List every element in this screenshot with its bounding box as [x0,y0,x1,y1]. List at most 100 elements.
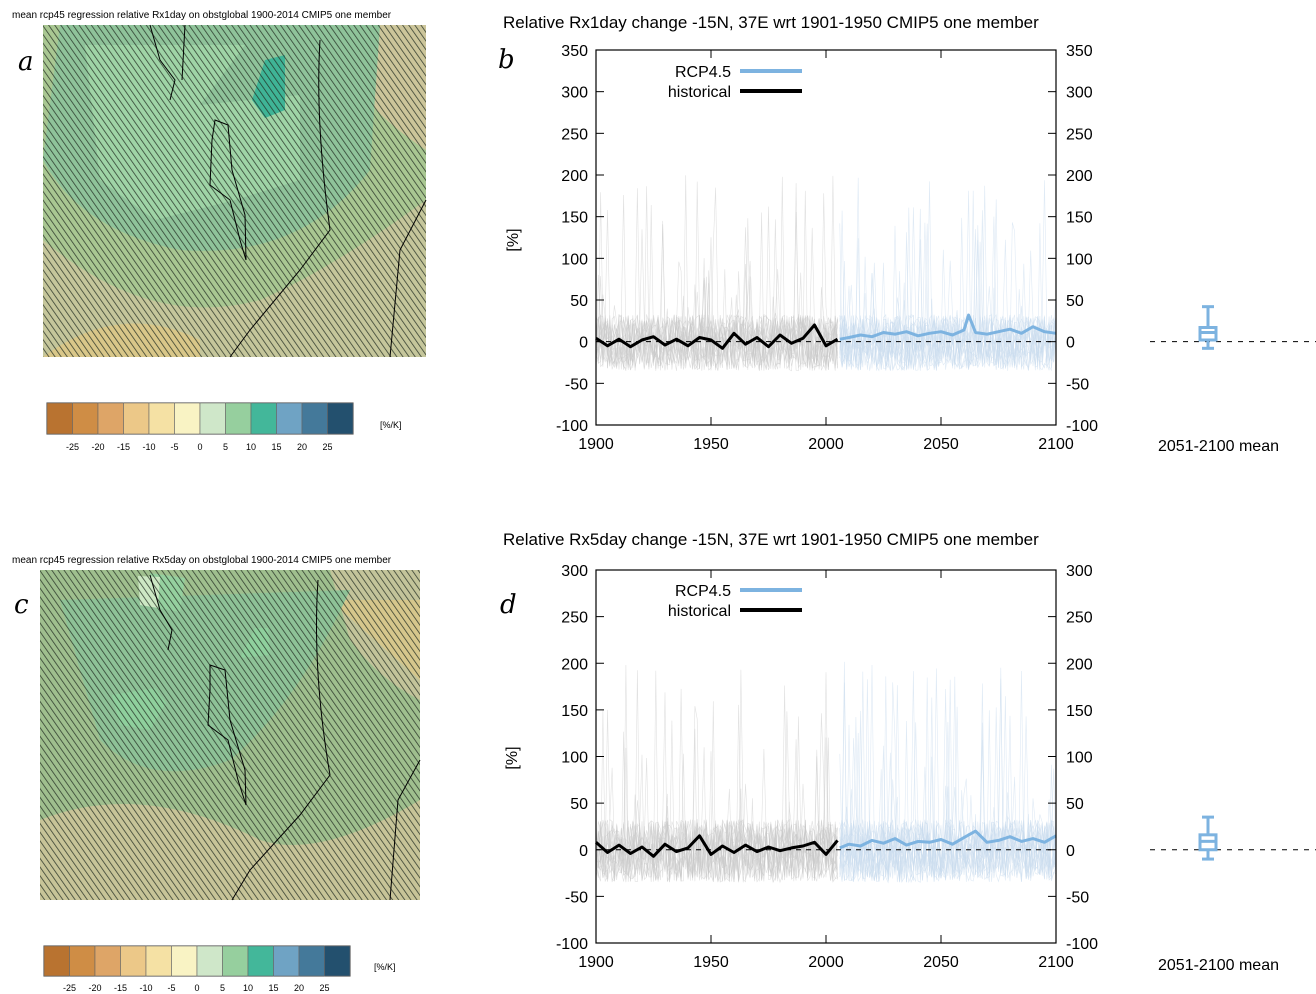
y-tick-label: 0 [579,335,588,352]
colorbar-swatch [148,402,175,435]
y-tick-label: 0 [579,843,588,860]
colorbar-tick-label: 20 [294,983,304,993]
colorbar-c: -25 -20 -15 -10 -5 0 5 10 15 20 25 [%/K] [43,945,396,993]
y-tick-label: -50 [565,889,588,906]
ensemble-member-historical [595,669,838,883]
ensemble-member-historical [595,186,838,372]
colorbar-tick-label: -15 [117,442,130,452]
x-tick-label: 2100 [1038,436,1074,453]
legend: RCP4.5 historical [668,583,802,620]
y-tick-label: 100 [561,750,588,767]
colorbar-swatch [199,402,226,435]
y-tick-label-right: 100 [1066,750,1093,767]
y-tick-label: 150 [561,703,588,720]
legend-label: RCP4.5 [675,64,731,81]
y-tick-label: 200 [561,656,588,673]
colorbar-tick-label: -25 [66,442,79,452]
colorbar-swatch [69,945,96,977]
y-tick-label: 250 [561,610,588,627]
y-tick-label-right: 50 [1066,796,1084,813]
y-tick-label-right: 200 [1066,168,1093,185]
colorbar-a-swatches [46,402,354,435]
y-tick-label-right: 0 [1066,843,1075,860]
colorbar-a: -25 -20 -15 -10 -5 0 5 10 15 20 25 [%/K] [46,402,402,452]
colorbar-tick-label: -5 [170,442,178,452]
colorbar-tick-label: 10 [246,442,256,452]
chart-b-title: Relative Rx1day change -15N, 37E wrt 190… [503,13,1039,32]
map-panel-a: mean rcp45 regression relative Rx1day on… [12,10,427,452]
colorbar-a-ticks: -25 -20 -15 -10 -5 0 5 10 15 20 25 [66,442,333,452]
colorbar-swatch [123,402,150,435]
ensemble-member-rcp45 [839,222,1057,371]
colorbar-tick-label: -20 [91,442,104,452]
chart-d-ylabel: [%] [504,746,521,769]
colorbar-swatch [120,945,147,977]
series-line-historical [595,834,839,858]
colorbar-tick-label: 0 [197,442,202,452]
colorbar-tick-label: 25 [319,983,329,993]
colorbar-swatch [250,402,277,435]
colorbar-c-unit: [%/K] [374,962,396,972]
colorbar-tick-label: -25 [63,983,76,993]
map-title-c: mean rcp45 regression relative Rx5day on… [12,555,392,566]
colorbar-c-ticks: -25 -20 -15 -10 -5 0 5 10 15 20 25 [63,983,330,993]
colorbar-tick-label: 5 [220,983,225,993]
colorbar-swatch [276,402,303,435]
boxplot-2051-2100: 2051-2100 mean [1150,305,1316,455]
map-title-a: mean rcp45 regression relative Rx1day on… [12,10,392,21]
y-tick-label-right: 350 [1066,43,1093,60]
series-line-rcp45 [839,313,1057,341]
colorbar-swatch [327,402,354,435]
ensemble-member-rcp45 [839,232,1057,371]
chart-d-plot-area: -100 -100 -50 -50 0 0 50 50 100 100 150 150 200 200 25… [556,563,1316,974]
x-tick-label: 2000 [808,954,844,971]
series-line-historical [595,323,839,350]
colorbar-tick-label: -15 [114,983,127,993]
y-tick-label: 350 [561,43,588,60]
y-tick-label: -100 [556,418,588,435]
colorbar-tick-label: -20 [88,983,101,993]
boxplot-label: 2051-2100 mean [1158,957,1279,974]
chart-b-plot-area: -100 -100 -50 -50 0 0 50 50 100 100 150 150 200 200 25… [556,43,1316,455]
x-tick-label: 2000 [808,436,844,453]
chart-d-panel-letter: d [500,590,517,620]
y-tick-label-right: 300 [1066,85,1093,102]
y-tick-label-right: 100 [1066,251,1093,268]
colorbar-tick-label: 15 [271,442,281,452]
panel-letter-c: c [14,590,29,620]
boxplot-2051-2100: 2051-2100 mean [1150,815,1316,974]
ensemble-member-historical [595,701,838,883]
colorbar-swatch [301,402,328,435]
chart-panel-b: Relative Rx1day change -15N, 37E wrt 190… [498,13,1316,455]
y-tick-label-right: -50 [1066,376,1089,393]
y-tick-label-right: 300 [1066,563,1093,580]
map-area-a [43,24,427,358]
chart-b-ylabel: [%] [505,228,522,251]
y-tick-label: 100 [561,251,588,268]
series-line-rcp45 [839,829,1057,850]
ensemble-member-rcp45 [839,819,1057,883]
colorbar-swatch [196,945,223,977]
colorbar-swatch [171,945,198,977]
colorbar-tick-label: -10 [142,442,155,452]
x-tick-label: 1900 [578,436,614,453]
y-tick-label: -50 [565,376,588,393]
colorbar-swatch [72,402,99,435]
colorbar-tick-label: 5 [223,442,228,452]
chart-d-title: Relative Rx5day change -15N, 37E wrt 190… [503,530,1039,549]
y-tick-label-right: 50 [1066,293,1084,310]
x-tick-label: 2050 [923,436,959,453]
colorbar-tick-label: 10 [243,983,253,993]
colorbar-swatch [225,402,252,435]
legend: RCP4.5 historical [668,64,802,101]
legend-label: historical [668,84,731,101]
legend-label: historical [668,603,731,620]
y-tick-label-right: -50 [1066,889,1089,906]
colorbar-tick-label: -10 [139,983,152,993]
colorbar-swatch [46,402,73,435]
colorbar-swatch [273,945,300,977]
y-tick-label-right: -100 [1066,936,1098,953]
colorbar-swatch [145,945,172,977]
colorbar-swatch [94,945,121,977]
